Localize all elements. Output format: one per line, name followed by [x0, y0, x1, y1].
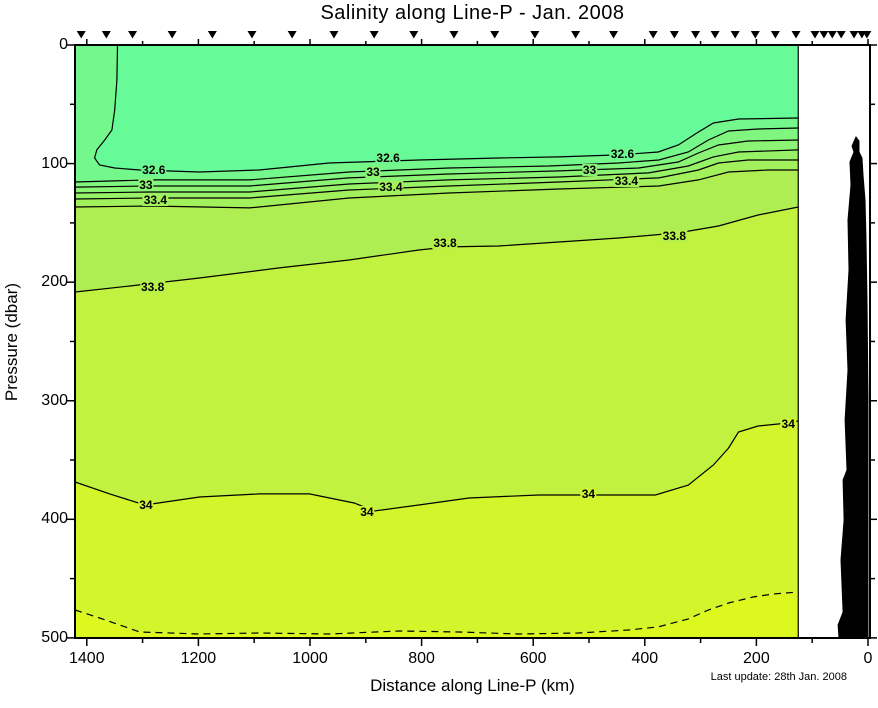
station-marker	[810, 31, 820, 39]
contour-line-33.8	[75, 206, 799, 293]
y-tick-label: 500	[41, 628, 68, 646]
contour-label: 33.8	[432, 236, 458, 251]
contour-label: 33.4	[142, 193, 169, 208]
station-marker	[691, 31, 701, 39]
station-marker	[287, 31, 297, 39]
contour-label: 33.4	[613, 174, 640, 189]
station-marker	[710, 31, 720, 39]
station-marker	[849, 31, 859, 39]
station-marker	[791, 31, 801, 39]
y-tick-label: 200	[41, 273, 68, 291]
station-marker	[819, 31, 829, 39]
station-marker	[571, 31, 581, 39]
x-axis-label: Distance along Line-P (km)	[370, 676, 575, 695]
x-tick-label: 1400	[69, 650, 105, 667]
station-marker	[862, 31, 872, 39]
contour-line-33.2	[75, 149, 799, 194]
station-marker	[369, 31, 379, 39]
contour-label: 33	[365, 164, 381, 179]
contour-line-32.8	[75, 127, 799, 183]
x-tick-label: 600	[519, 650, 547, 667]
contour-label: 34	[780, 417, 796, 432]
salinity-band-9	[75, 592, 799, 638]
contour-line-34.2	[74, 591, 799, 635]
salinity-band-6	[75, 170, 799, 292]
station-marker	[409, 31, 419, 39]
station-marker	[128, 31, 138, 39]
contour-label: 33	[138, 177, 154, 192]
station-marker	[101, 31, 111, 39]
station-marker	[730, 31, 740, 39]
station-marker	[167, 31, 177, 39]
station-marker	[770, 31, 780, 39]
x-tick-label: 800	[408, 650, 435, 667]
x-tick-label: 0	[863, 650, 873, 667]
station-marker	[609, 31, 619, 39]
contour-label: 32.6	[141, 162, 167, 177]
station-marker	[207, 31, 217, 39]
y-axis-label: Pressure (dbar)	[2, 282, 21, 402]
station-marker	[836, 31, 846, 39]
salinity-band-0	[94, 45, 799, 172]
contour-label: 33.8	[139, 279, 166, 294]
last-update-note: Last update: 28th Jan. 2008	[710, 671, 847, 683]
y-tick-label: 400	[41, 510, 68, 528]
x-tick-label: 1200	[180, 650, 217, 667]
contour-label: 32.6	[609, 147, 636, 162]
y-tick-label: 0	[59, 36, 68, 53]
contour-label: 32.6	[375, 150, 401, 165]
contour-label: 33.4	[378, 180, 404, 195]
contour-label: 34	[138, 498, 154, 513]
y-tick-label: 100	[41, 154, 68, 172]
contour-line-32.6	[93, 44, 799, 173]
station-marker	[669, 31, 679, 39]
station-marker	[329, 31, 339, 39]
contour-line-34	[74, 420, 799, 512]
station-marker	[648, 31, 658, 39]
x-tick-label: 1000	[292, 650, 328, 667]
salinity-band-8	[75, 421, 799, 634]
bathymetry-profile	[837, 136, 869, 639]
contour-label: 33.8	[661, 228, 688, 243]
contour-label: 34	[359, 505, 375, 520]
station-marker	[76, 31, 86, 39]
contour-line-33.6	[75, 169, 799, 209]
station-marker	[449, 31, 459, 39]
station-marker	[750, 31, 760, 39]
contour-label: 33	[581, 162, 598, 177]
x-tick-label: 200	[743, 650, 770, 667]
station-marker	[247, 31, 257, 39]
contour-label: 34	[580, 487, 597, 502]
contour-line-33	[75, 139, 799, 188]
station-marker	[530, 31, 540, 39]
station-marker	[490, 31, 500, 39]
contour-line-33.4	[75, 159, 799, 200]
x-tick-label: 400	[631, 650, 659, 667]
station-marker	[827, 31, 837, 39]
chart-title: Salinity along Line-P - Jan. 2008	[320, 2, 625, 24]
y-tick-label: 300	[41, 391, 68, 409]
salinity-band-7	[75, 207, 799, 511]
